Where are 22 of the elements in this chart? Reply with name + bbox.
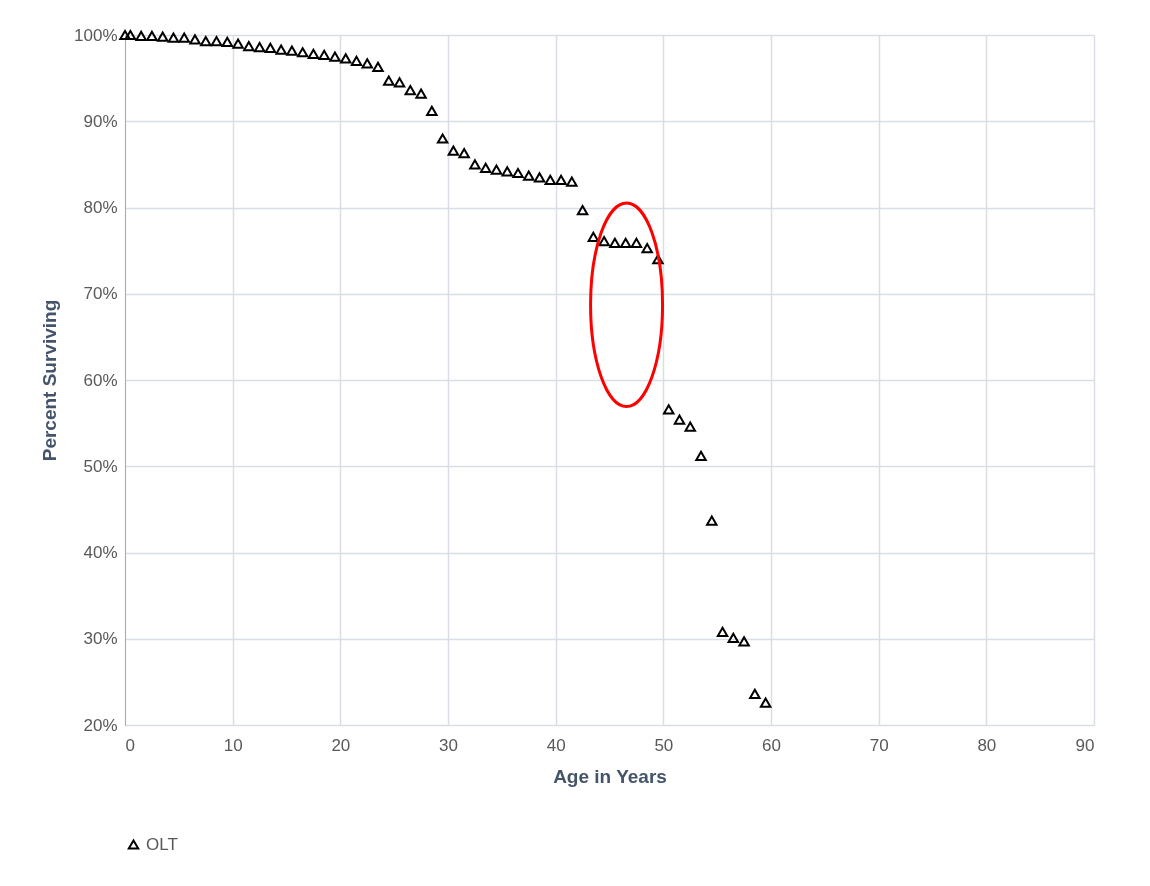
x-tick-label: 50 <box>654 735 674 755</box>
x-tick-label: 10 <box>223 735 243 755</box>
legend-label: OLT <box>146 834 178 854</box>
y-tick-label: 80% <box>83 198 118 217</box>
y-tick-label: 20% <box>83 715 118 735</box>
x-tick-label: 30 <box>439 735 458 755</box>
x-tick-label: 70 <box>869 735 889 755</box>
y-tick-label: 50% <box>83 456 118 476</box>
y-axis-title: Percent Surviving <box>39 299 61 462</box>
x-tick-label: 60 <box>762 735 781 755</box>
y-tick-label: 100% <box>74 25 118 45</box>
x-tick-label: 0 <box>125 735 135 755</box>
x-tick-label: 40 <box>546 735 566 755</box>
x-tick-label: 20 <box>331 735 351 755</box>
y-tick-label: 30% <box>83 629 118 649</box>
y-tick-label: 40% <box>83 543 118 562</box>
x-axis-title: Age in Years <box>553 765 667 787</box>
y-tick-label: 90% <box>83 111 118 131</box>
y-tick-label: 60% <box>83 370 118 390</box>
x-tick-label: 80 <box>977 735 997 755</box>
x-tick-label: 90 <box>1075 735 1095 755</box>
y-tick-label: 70% <box>83 284 118 304</box>
